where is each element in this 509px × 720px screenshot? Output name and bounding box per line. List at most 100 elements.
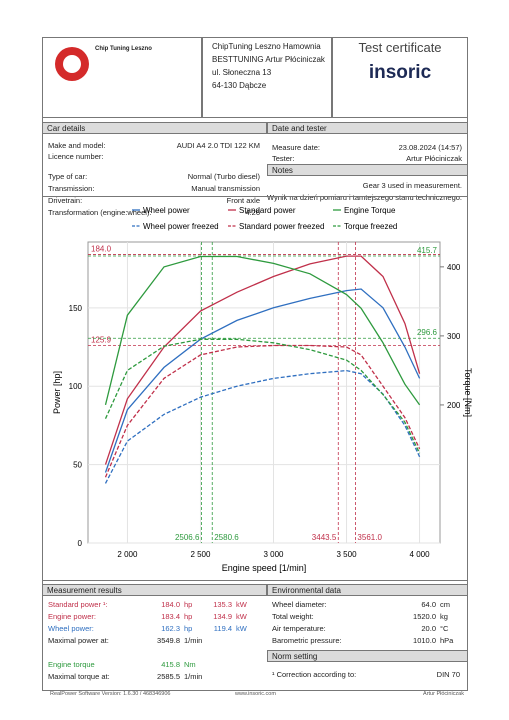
- note-line: Gear 3 used in measurement.: [362, 181, 462, 190]
- reference-label: 184.0: [91, 245, 112, 254]
- result-value: 162.3: [161, 624, 180, 633]
- reference-label: 2580.6: [214, 533, 239, 542]
- env-label: Air temperature:: [272, 624, 326, 633]
- row-value: Manual transmission: [191, 184, 260, 193]
- company-box: [202, 37, 332, 118]
- env-unit: °C: [440, 624, 449, 633]
- result-unit: kW: [236, 600, 247, 609]
- row-label: Transformation (engine:wheel):: [48, 208, 152, 217]
- result-value: 134.9: [213, 612, 232, 621]
- row-value: Normal (Turbo diesel): [187, 172, 260, 181]
- series-line: [104, 344, 421, 478]
- y-tick-label: 100: [69, 382, 83, 391]
- legend-label: Standard power: [239, 206, 296, 215]
- chart: 2 000 2 500 3 000 3 500 4 000 0 50 100 150 200 300…: [52, 206, 473, 573]
- reference-label: 2506.6: [175, 533, 200, 542]
- series-line: [104, 255, 421, 406]
- y-axis-label: Power [hp]: [52, 371, 62, 414]
- series-line: [104, 255, 421, 465]
- row-value: 23.08.2024 (14:57): [398, 143, 462, 152]
- env-unit: kg: [440, 612, 448, 621]
- norm-value: DIN 70: [436, 670, 460, 679]
- reference-label: 3443.5: [312, 533, 337, 542]
- section-heading: Norm setting: [267, 650, 468, 662]
- brand: insoric: [368, 62, 432, 83]
- env-value: 1520.0: [413, 612, 436, 621]
- result-unit: kW: [236, 612, 247, 621]
- series-line: [104, 369, 421, 484]
- row-label: Drivetrain:: [48, 196, 83, 205]
- legend-label: Wheel power: [143, 206, 190, 215]
- row-label: Tester:: [272, 154, 295, 163]
- section-heading: Measurement results: [42, 584, 267, 596]
- result-unit: 1/min: [184, 636, 203, 645]
- y2-tick-label: 200: [447, 401, 461, 410]
- company-line: BESTTUNING Artur Płóciniczak: [212, 55, 325, 64]
- legend-label: Standard power freezed: [239, 222, 324, 231]
- result-label: Maximal power at:: [48, 636, 109, 645]
- reference-label: 296.6: [417, 328, 438, 337]
- reference-label: 3561.0: [357, 533, 382, 542]
- row-value: Front axle: [226, 196, 260, 205]
- result-value: 415.8: [161, 660, 180, 669]
- y2-axis-label: Torque [Nm]: [463, 368, 473, 417]
- logo-box: [42, 37, 202, 118]
- footer-text: Artur Płóciniczak: [423, 691, 464, 697]
- env-unit: cm: [440, 600, 450, 609]
- y-tick-label: 0: [78, 539, 83, 548]
- env-label: Wheel diameter:: [272, 600, 327, 609]
- result-value: 135.3: [213, 600, 232, 609]
- norm-label: ¹ Correction according to:: [272, 670, 357, 679]
- env-value: 1010.0: [413, 636, 436, 645]
- series-line: [104, 288, 421, 473]
- logo-icon: [55, 47, 89, 81]
- title-box: [332, 37, 468, 118]
- legend-label: Wheel power freezed: [143, 222, 219, 231]
- env-label: Barometric pressure:: [272, 636, 342, 645]
- reference-label: 415.7: [417, 246, 438, 255]
- reference-label: 125.9: [91, 336, 112, 345]
- row-label: Licence number:: [48, 152, 104, 161]
- section-heading: Car details: [42, 122, 267, 134]
- env-value: 20.0: [421, 624, 436, 633]
- result-value: 183.4: [161, 612, 180, 621]
- legend-label: Engine Torque: [344, 206, 396, 215]
- y2-tick-label: 300: [447, 332, 461, 341]
- x-tick-label: 3 500: [337, 550, 358, 559]
- result-value: 119.4: [213, 624, 232, 633]
- env-unit: hPa: [440, 636, 454, 645]
- result-value: 184.0: [161, 600, 180, 609]
- row-label: Measure date:: [272, 143, 320, 152]
- x-tick-label: 2 500: [190, 550, 211, 559]
- result-unit: 1/min: [184, 672, 203, 681]
- logo-title: Chip Tuning Leszno: [95, 46, 152, 52]
- note-line: Wynik na dzień pomiaru i tamtejszego sta…: [266, 193, 462, 202]
- env-value: 64.0: [421, 600, 436, 609]
- result-label: Standard power ¹:: [48, 600, 108, 609]
- result-value: 3549.8: [157, 636, 180, 645]
- result-label: Engine torque: [48, 660, 95, 669]
- certificate-title: Test certificate: [358, 40, 442, 55]
- y-tick-label: 150: [69, 304, 83, 313]
- footer-text: RealPower Software Version: 1.6.30 / 468…: [50, 691, 171, 697]
- x-tick-label: 2 000: [117, 550, 138, 559]
- result-unit: kW: [236, 624, 247, 633]
- footer-text: www.insoric.com: [235, 691, 276, 697]
- section-heading: Environmental data: [267, 584, 468, 596]
- result-unit: hp: [184, 612, 193, 621]
- row-label: Make and model:: [48, 141, 106, 150]
- row-label: Transmission:: [48, 184, 95, 193]
- x-axis-label: Engine speed [1/min]: [222, 563, 307, 573]
- legend-label: Torque freezed: [344, 222, 397, 231]
- y2-tick-label: 400: [447, 263, 461, 272]
- result-label: Maximal torque at:: [48, 672, 110, 681]
- company-line: ChipTuning Leszno Hamownia: [212, 42, 321, 51]
- x-tick-label: 3 000: [263, 550, 284, 559]
- series-line: [104, 338, 421, 454]
- result-unit: hp: [184, 600, 193, 609]
- result-unit: Nm: [184, 660, 196, 669]
- result-label: Engine power:: [48, 612, 96, 621]
- y-tick-label: 50: [73, 461, 82, 470]
- row-value: 4.26: [245, 208, 260, 217]
